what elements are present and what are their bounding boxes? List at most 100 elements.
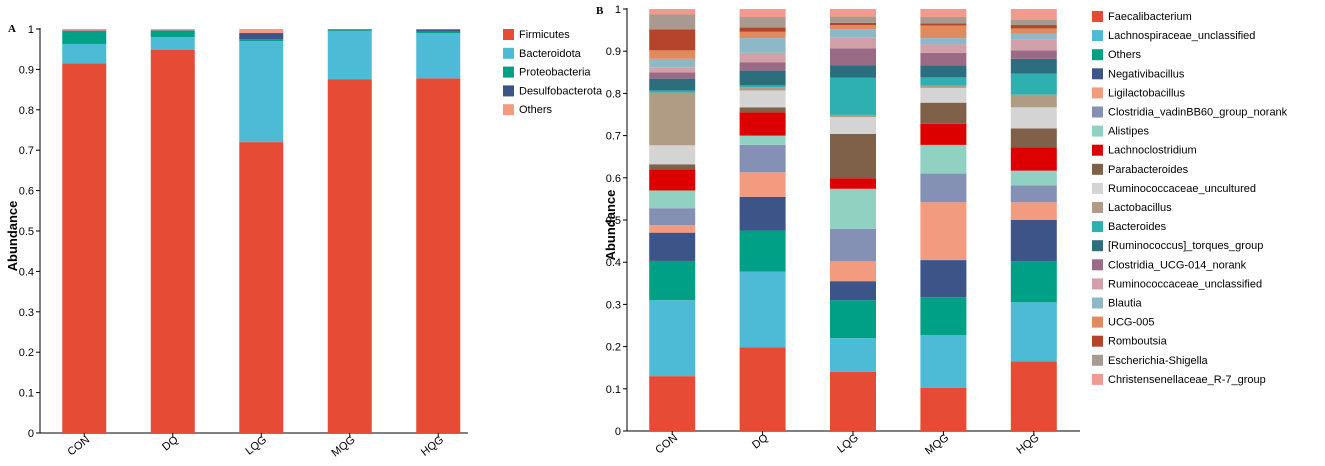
- panel-b-legend-swatch-4: [1092, 87, 1103, 99]
- panel-b-ytick-label: 0.8: [606, 88, 621, 100]
- panel-b-bar-con-3: [649, 232, 696, 261]
- panel-b-ytick-label: 0.1: [606, 384, 621, 396]
- panel-b-bar-con-18: [649, 14, 696, 30]
- panel-b-bar-lqg-18: [830, 16, 876, 23]
- panel-b-bar-hqg-12: [1010, 58, 1057, 74]
- panel-b-bar-hqg-5: [1010, 185, 1057, 203]
- panel-a-bar-con-4: [62, 29, 107, 31]
- panel-b-bar-con-5: [649, 208, 696, 226]
- panel-b-legend-swatch-14: [1092, 278, 1103, 290]
- panel-b-bar-lqg-9: [830, 117, 876, 134]
- panel-b-bar-hqg-4: [1010, 202, 1057, 220]
- panel-a-bar-hqg-3: [416, 29, 461, 32]
- panel-a-ytick-label: 0.6: [19, 186, 34, 198]
- panel-a-ytick-label: 0.3: [19, 307, 34, 319]
- panel-b-legend-label-16: UCG-005: [1108, 317, 1154, 329]
- panel-a-bar-hqg-2: [416, 31, 461, 34]
- panel-b-bar-con-19: [649, 9, 696, 15]
- panel-b-bar-dq-2: [739, 230, 786, 272]
- panel-b-bar-dq-14: [739, 52, 786, 63]
- panel-b-bar-lqg-14: [830, 37, 876, 49]
- panel-b-bar-mqg-3: [920, 260, 967, 298]
- panel-b-bar-con-9: [649, 145, 696, 165]
- panel-b-legend-label-8: Parabacteroides: [1108, 164, 1189, 176]
- panel-b-ytick-label: 0.9: [606, 46, 621, 58]
- panel-b-bar-con-15: [649, 58, 696, 68]
- panel-b-bar-mqg-11: [920, 77, 967, 86]
- panel-b-bar-con-17: [649, 29, 696, 51]
- panel-a-bar-lqg-0: [239, 142, 284, 433]
- panel-b-legend-swatch-3: [1092, 68, 1103, 80]
- panel-b-bar-con-13: [649, 72, 696, 79]
- panel-b-bar-mqg-7: [920, 123, 967, 145]
- panel-b-bar-lqg-16: [830, 25, 876, 30]
- panel-b-xtick-dq: DQ: [750, 432, 771, 452]
- panel-b-bar-dq-0: [739, 347, 786, 431]
- panel-b-bar-mqg-2: [920, 297, 967, 336]
- panel-a-xtick-dq: DQ: [160, 434, 181, 454]
- panel-b-legend-swatch-13: [1092, 259, 1103, 271]
- panel-b-ytick-label: 0: [615, 426, 621, 438]
- panel-a-ylabel: Abundance: [5, 201, 20, 272]
- panel-a-bar-dq-4: [150, 29, 195, 31]
- panel-a-legend-swatch-3: [503, 85, 514, 97]
- panel-a-bar-hqg-0: [416, 78, 461, 434]
- panel-b-bar-hqg-6: [1010, 170, 1057, 186]
- panel-b-bar-lqg-2: [830, 300, 876, 339]
- panel-b-bar-con-4: [649, 225, 696, 233]
- panel-b-ytick-label: 0.5: [606, 215, 621, 227]
- panel-b-bar-dq-16: [739, 31, 786, 39]
- panel-b-legend-swatch-17: [1092, 335, 1103, 347]
- panel-b-legend-swatch-9: [1092, 182, 1103, 194]
- panel-a-bar-mqg-2: [327, 30, 372, 32]
- panel-b-bar-hqg-15: [1010, 33, 1057, 40]
- panel-b-legend-swatch-0: [1092, 11, 1103, 22]
- panel-b-bar-hqg-2: [1010, 261, 1057, 303]
- panel-b-legend-label-0: Faecalibacterium: [1108, 11, 1192, 23]
- panel-b-bar-mqg-19: [920, 9, 967, 18]
- panel-a-xtick-mqg: MQG: [329, 434, 357, 460]
- panel-a-bar-dq-0: [150, 50, 195, 434]
- panel-a-bar-lqg-4: [239, 29, 284, 34]
- panel-b-bar-lqg-12: [830, 65, 876, 78]
- panel-b-bar-lqg-19: [830, 9, 876, 17]
- panel-b-bar-dq-4: [739, 172, 786, 197]
- panel-b-legend-label-12: [Ruminococcus]_torques_group: [1108, 240, 1263, 252]
- panel-b-bar-lqg-4: [830, 261, 876, 282]
- panel-b-bar-dq-18: [739, 17, 786, 28]
- panel-b-label: B: [596, 5, 604, 17]
- panel-a-legend-swatch-1: [503, 47, 514, 59]
- panel-b-bar-mqg-8: [920, 102, 967, 124]
- panel-b-legend-label-2: Others: [1108, 49, 1142, 61]
- panel-b-legend-swatch-12: [1092, 240, 1103, 252]
- panel-a-label: A: [8, 23, 16, 35]
- panel-b-bar-dq-19: [739, 9, 786, 18]
- panel-b-bar-lqg-17: [830, 22, 876, 26]
- panel-a-ytick-label: 0.1: [19, 388, 34, 400]
- panel-b-bar-lqg-13: [830, 48, 876, 66]
- panel-b-bar-hqg-19: [1010, 9, 1057, 20]
- panel-b-bar-dq-5: [739, 144, 786, 173]
- panel-b-bar-dq-12: [739, 70, 786, 86]
- panel-b-ytick-label: 1: [615, 4, 621, 16]
- panel-b-bar-mqg-12: [920, 65, 967, 78]
- panel-a-bar-con-2: [62, 31, 107, 44]
- panel-a-bar-lqg-2: [239, 39, 284, 42]
- panel-b-bar-dq-11: [739, 85, 786, 88]
- panel-b-xtick-mqg: MQG: [923, 432, 951, 458]
- panel-b-bar-dq-17: [739, 27, 786, 32]
- panel-b-bar-dq-13: [739, 62, 786, 71]
- panel-b-bar-mqg-9: [920, 87, 967, 103]
- panel-a-bar-lqg-3: [239, 33, 284, 40]
- panel-b-legend-label-18: Escherichia-Shigella: [1108, 355, 1209, 367]
- panel-b-bar-con-2: [649, 260, 696, 301]
- panel-b-legend-swatch-8: [1092, 163, 1103, 175]
- panel-b-bar-dq-8: [739, 107, 786, 113]
- panel-a-legend-label-3: Desulfobacterota: [519, 85, 603, 97]
- panel-a-ytick-label: 0: [28, 428, 34, 440]
- panel-b-bar-hqg-0: [1010, 361, 1057, 431]
- panel-b-legend-label-7: Lachnoclostridium: [1108, 145, 1197, 157]
- panel-b-bar-lqg-15: [830, 29, 876, 38]
- panel-b-bar-lqg-8: [830, 133, 876, 179]
